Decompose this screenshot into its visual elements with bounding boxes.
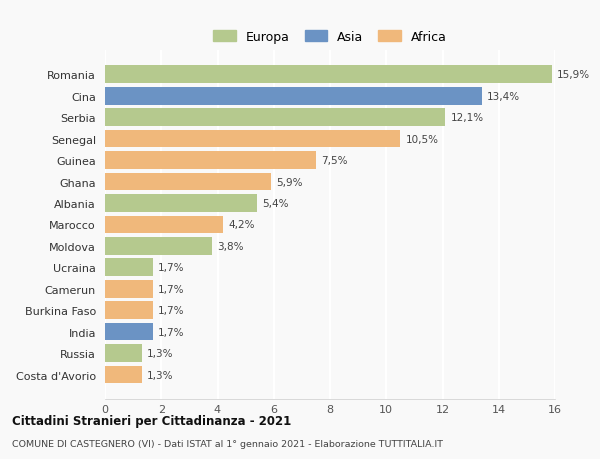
Bar [105, 259, 153, 276]
Text: 1,7%: 1,7% [158, 306, 184, 315]
Text: 1,3%: 1,3% [146, 369, 173, 380]
Bar [105, 174, 271, 191]
Text: 1,7%: 1,7% [158, 284, 184, 294]
Text: 12,1%: 12,1% [451, 113, 484, 123]
Bar [105, 238, 212, 255]
Bar [105, 323, 153, 341]
Bar [105, 216, 223, 234]
Text: 15,9%: 15,9% [557, 70, 590, 80]
Bar [105, 109, 445, 127]
Text: 3,8%: 3,8% [217, 241, 244, 251]
Bar [105, 88, 482, 105]
Text: Cittadini Stranieri per Cittadinanza - 2021: Cittadini Stranieri per Cittadinanza - 2… [12, 414, 291, 428]
Bar [105, 366, 142, 383]
Text: 5,9%: 5,9% [276, 177, 302, 187]
Bar [105, 280, 153, 298]
Bar [105, 130, 400, 148]
Text: 7,5%: 7,5% [321, 156, 347, 166]
Text: 1,7%: 1,7% [158, 327, 184, 337]
Bar [105, 302, 153, 319]
Bar [105, 195, 257, 212]
Bar [105, 67, 552, 84]
Text: 10,5%: 10,5% [406, 134, 439, 144]
Bar [105, 345, 142, 362]
Text: 4,2%: 4,2% [228, 220, 254, 230]
Text: 5,4%: 5,4% [262, 199, 289, 208]
Bar [105, 152, 316, 169]
Text: 1,7%: 1,7% [158, 263, 184, 273]
Text: 1,3%: 1,3% [146, 348, 173, 358]
Text: 13,4%: 13,4% [487, 91, 520, 101]
Text: COMUNE DI CASTEGNERO (VI) - Dati ISTAT al 1° gennaio 2021 - Elaborazione TUTTITA: COMUNE DI CASTEGNERO (VI) - Dati ISTAT a… [12, 439, 443, 448]
Legend: Europa, Asia, Africa: Europa, Asia, Africa [209, 27, 451, 48]
